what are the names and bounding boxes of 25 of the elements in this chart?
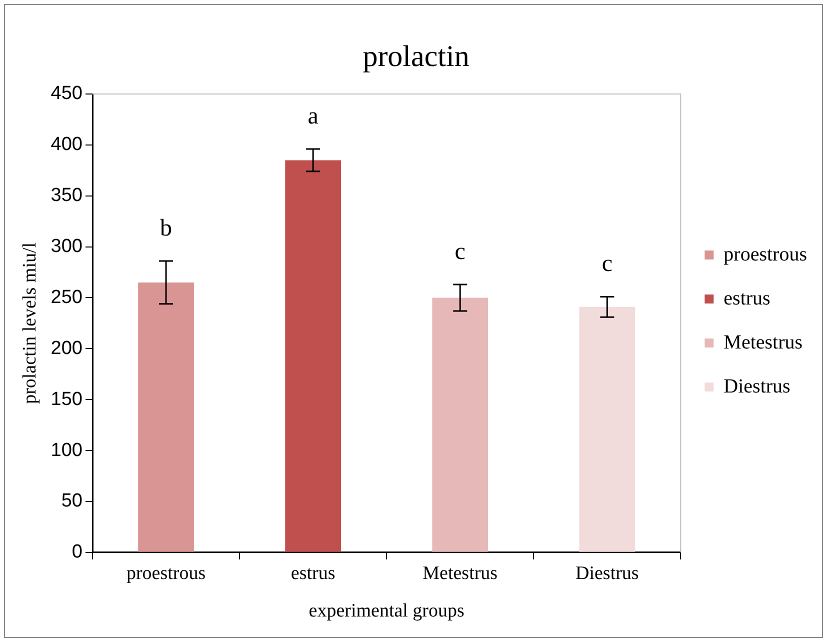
annotation: c <box>602 251 612 278</box>
legend-label: estrus <box>724 287 771 310</box>
annotation: a <box>308 103 319 130</box>
legend-label: Diestrus <box>724 375 791 398</box>
x-tick-label: estrus <box>290 562 336 584</box>
y-tick-label: 400 <box>50 134 82 156</box>
legend-label: Metestrus <box>724 331 803 354</box>
x-tick-label: Diestrus <box>575 562 639 584</box>
y-tick-label: 250 <box>50 286 82 308</box>
y-axis-title: prolactin levels miu/l <box>19 242 40 404</box>
legend-label: proestrous <box>724 243 808 266</box>
y-tick-label: 300 <box>50 236 82 258</box>
y-tick-label: 50 <box>61 490 82 512</box>
x-tick-label: proestrous <box>126 562 206 584</box>
y-tick-label: 100 <box>50 440 82 461</box>
y-tick-label: 350 <box>50 185 82 206</box>
y-tick-label: 200 <box>50 338 82 359</box>
annotation: b <box>160 215 172 242</box>
x-tick-label: Metestrus <box>422 562 498 584</box>
x-axis-title: experimental groups <box>308 600 464 622</box>
y-tick-label: 150 <box>50 388 82 410</box>
chart-title: prolactin <box>362 40 470 73</box>
y-tick-label: 450 <box>50 83 82 104</box>
y-tick-label: 0 <box>72 542 82 563</box>
annotation: c <box>454 238 466 265</box>
